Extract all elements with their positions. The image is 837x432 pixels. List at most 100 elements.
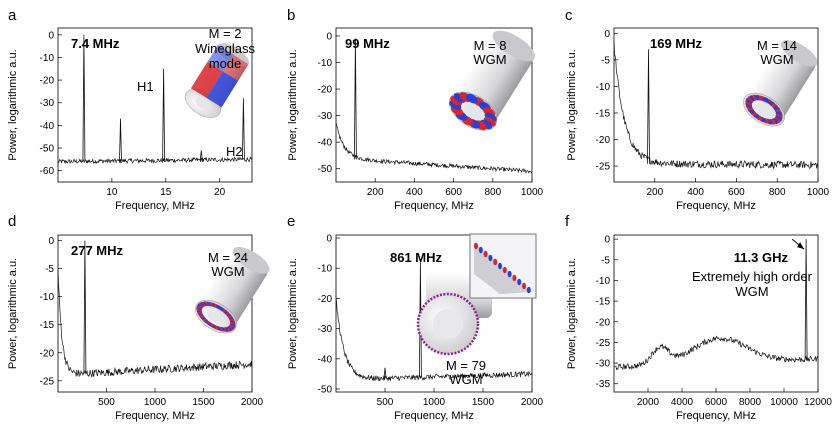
x-tick-label: 1000	[807, 187, 830, 198]
y-tick-label: -10	[40, 53, 55, 64]
y-tick-label: -15	[596, 108, 611, 119]
y-axis-label: Power, logarithmic a.u.	[287, 49, 299, 160]
mode-lobe	[507, 270, 512, 278]
plot-frame	[57, 27, 253, 183]
peak-frequency-label: 11.3 GHz	[734, 250, 789, 265]
x-tick-label: 6000	[705, 397, 728, 408]
tube-bore	[195, 97, 211, 110]
tube-bore	[207, 309, 225, 324]
x-tick-label: 600	[445, 187, 462, 198]
x-tick-label: 1000	[144, 397, 167, 408]
mode-label-line: WGM	[211, 264, 244, 279]
peak-frequency-label: 99 MHz	[345, 36, 390, 51]
y-axis-label: Power, logarithmic a.u.	[566, 49, 578, 160]
panel-letter: c	[565, 7, 573, 24]
y-tick-label: -35	[596, 379, 611, 390]
panel-a: 10 15 20 0 -10 -20 -30 -40 -50 -60 Frequency, MHz P…	[7, 7, 255, 212]
spectral-peak	[162, 68, 165, 161]
y-axis-label: Power, logarithmic a.u.	[7, 49, 19, 160]
x-tick-label: 15	[160, 187, 172, 198]
x-tick-label: 500	[98, 397, 115, 408]
spectrum-trace	[57, 156, 253, 165]
y-tick-label: 0	[48, 236, 54, 247]
pointer-arrowhead	[797, 242, 805, 250]
y-tick-label: -15	[596, 297, 611, 308]
x-tick-label: 4000	[671, 397, 694, 408]
mode-label-line: M = 14	[757, 38, 797, 53]
x-tick-label: 2000	[521, 397, 544, 408]
tube-far-end	[232, 247, 270, 274]
mode-label-line: M = 24	[208, 250, 248, 265]
x-tick-label: 400	[406, 187, 423, 198]
peak-frequency-label: 861 MHz	[390, 250, 443, 265]
y-tick-label: 0	[326, 31, 332, 42]
mode-lobe	[522, 282, 526, 290]
y-axis-label: Power, logarithmic a.u.	[287, 258, 299, 369]
mode-label-line: M = 2	[209, 26, 242, 41]
x-axis-label: Frequency, MHz	[115, 200, 195, 212]
y-tick-label: -30	[318, 324, 333, 335]
y-tick-label: -10	[318, 264, 333, 275]
panel-letter: a	[8, 7, 17, 24]
y-tick-label: -15	[40, 320, 55, 331]
mode-shape-inset	[743, 40, 818, 127]
mode-lobe	[478, 246, 483, 254]
x-tick-label: 200	[367, 187, 384, 198]
x-tick-label: 400	[687, 187, 704, 198]
y-tick-label: -5	[601, 55, 610, 66]
y-tick-label: -5	[601, 255, 610, 266]
panel-d: 500 1000 1500 2000 0 -5 -10 -15 -20 -25 Frequency,…	[7, 213, 270, 422]
y-tick-label: -25	[40, 376, 55, 387]
spectral-peak	[804, 239, 808, 360]
y-tick-label: 0	[326, 234, 332, 245]
mode-lobe	[483, 250, 488, 258]
y-tick-label: -5	[45, 264, 54, 275]
y-tick-label: -10	[596, 276, 611, 287]
plot-frame	[613, 27, 819, 183]
harmonic-label: H2	[226, 144, 243, 159]
y-tick-label: -25	[596, 338, 611, 349]
spectrum-trace	[613, 40, 819, 170]
spectral-peak	[83, 240, 87, 374]
plot-frame	[335, 27, 533, 183]
x-axis-label: Frequency, MHz	[115, 410, 195, 422]
mode-label-line: Extremely high order	[692, 269, 813, 284]
tube-bore	[433, 309, 463, 339]
mode-lobe	[498, 262, 502, 270]
panel-f: 2000 4000 6000 8000 10000 12000 0 -5 -10 -15 -20 -2…	[565, 213, 832, 422]
x-tick-label: 1500	[192, 397, 215, 408]
mode-lobe	[762, 97, 770, 103]
mode-lobe	[474, 242, 478, 250]
mode-shape-inset	[184, 43, 249, 118]
mode-label-line: WGM	[449, 372, 482, 387]
y-axis-label: Power, logarithmic a.u.	[566, 258, 578, 369]
y-tick-label: -10	[318, 58, 333, 69]
spectral-peak	[119, 118, 122, 161]
x-tick-label: 1500	[472, 397, 495, 408]
mode-lobe	[502, 266, 507, 274]
mode-lobe	[488, 254, 493, 262]
x-tick-label: 10	[106, 187, 118, 198]
y-tick-label: -10	[596, 82, 611, 93]
peak-frequency-label: 169 MHz	[650, 36, 703, 51]
y-tick-label: -10	[40, 292, 55, 303]
panel-e: 500 1000 1500 2000 0 -10 -20 -30 -40 -50 Frequency…	[287, 213, 544, 422]
mode-lobe-blue	[207, 45, 234, 72]
y-tick-label: -30	[596, 359, 611, 370]
x-tick-label: 500	[377, 397, 394, 408]
spectral-peak	[242, 98, 245, 160]
x-tick-label: 8000	[739, 397, 762, 408]
panel-letter: f	[565, 213, 570, 230]
x-tick-label: 12000	[804, 397, 832, 408]
tube-bore	[463, 103, 483, 120]
spectral-peak	[82, 34, 86, 162]
mode-shape-inset	[195, 247, 270, 334]
harmonic-label: H1	[137, 79, 154, 94]
y-tick-label: -50	[40, 144, 55, 155]
mode-lobe-blue	[206, 71, 239, 108]
y-tick-label: -60	[40, 166, 55, 177]
mode-lobe	[465, 93, 478, 104]
x-tick-label: 1000	[423, 397, 446, 408]
mode-shape-inset	[448, 30, 535, 131]
spectrum-trace	[57, 269, 253, 378]
